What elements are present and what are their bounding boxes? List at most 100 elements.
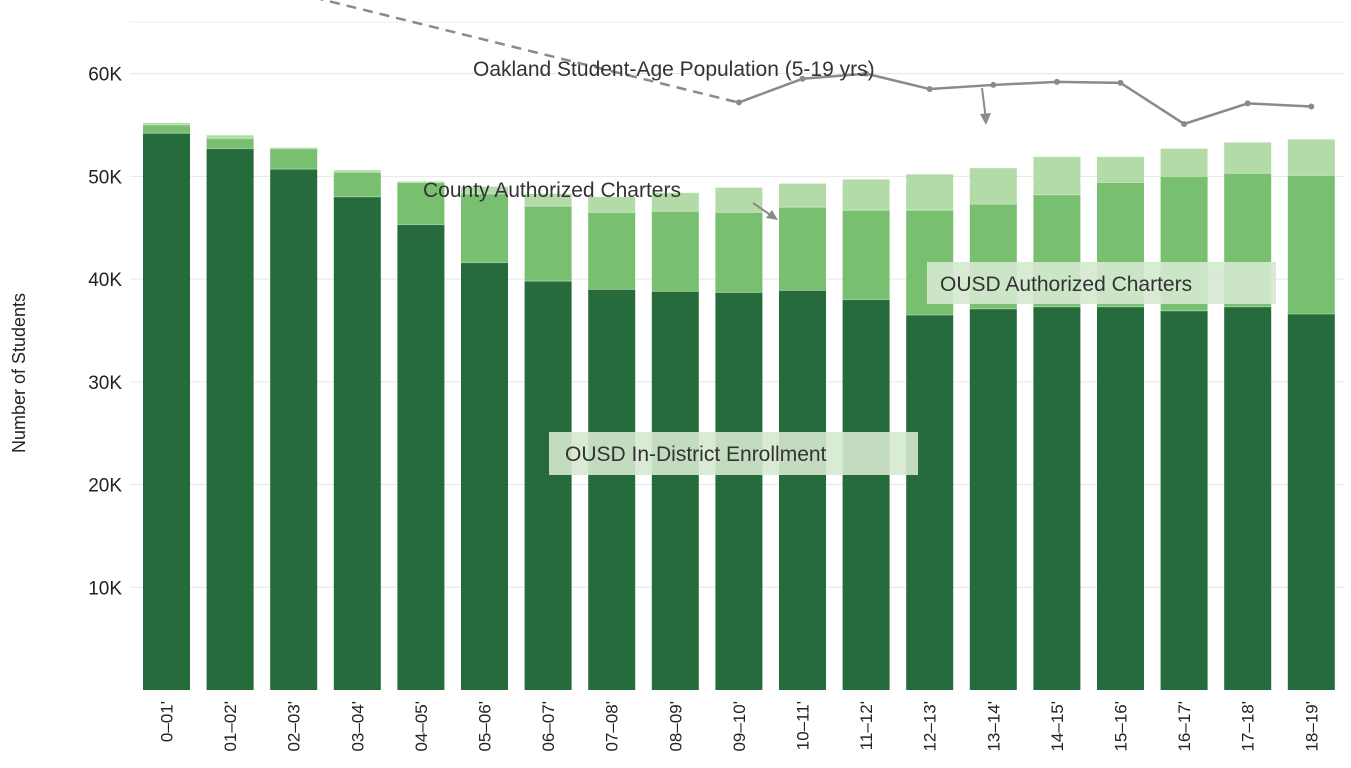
x-tick-label: 18–19' [1302, 701, 1321, 752]
x-tick-label: 10–11' [794, 701, 813, 750]
bar-segment [779, 207, 826, 291]
bar-segment [1033, 156, 1081, 195]
x-tick-label: 16–17' [1175, 701, 1194, 752]
bar-segment [143, 122, 190, 125]
population-point [926, 86, 933, 93]
x-tick-label: 0–01' [158, 701, 177, 742]
bar-segment [1097, 156, 1144, 183]
bar-segment [143, 133, 190, 690]
x-tick-labels: 0–01' 01–02' 02–03' 03–04' 04–05' 05–06' 06–07… [158, 701, 1322, 752]
x-tick-label: 08–09' [666, 701, 685, 752]
y-tick-label: 40K [88, 270, 122, 291]
population-annotation-text: Oakland Student-Age Population (5-19 yrs… [473, 58, 875, 81]
x-tick-label: 04–05' [412, 701, 431, 752]
ousd-charters-label-box [927, 262, 1276, 304]
bar-segment [206, 148, 254, 691]
x-tick-label: 12–13' [921, 701, 940, 752]
bar-segment [524, 193, 572, 207]
bar-segment [906, 315, 954, 690]
x-tick-label: 01–02' [221, 701, 240, 752]
ousd-charters-annotation-text: OUSD Authorized Charters [940, 273, 1192, 296]
x-tick-label: 09–10' [730, 701, 749, 752]
x-tick-label: 06–07' [539, 701, 558, 752]
bar-segment [1224, 142, 1272, 174]
bar-segment [461, 186, 508, 194]
bar-segment [842, 179, 890, 211]
bar-segment [779, 290, 826, 690]
population-line [318, 0, 1315, 127]
annotation-county: County Authorized Charters [423, 179, 778, 220]
stacked-bars [143, 122, 1335, 691]
bar-segment [906, 174, 954, 211]
county-arrowhead [766, 210, 778, 220]
population-point [1181, 120, 1188, 127]
population-solid-line [738, 72, 1312, 126]
population-arrowhead [980, 113, 991, 125]
x-tick-label: 14–15' [1048, 701, 1067, 752]
bar-segment [842, 210, 890, 300]
bar-segment [969, 168, 1017, 205]
population-point [735, 99, 742, 106]
annotation-in-district: OUSD In-District Enrollment [549, 432, 918, 475]
bar-segment [588, 212, 636, 290]
bar-segment [1224, 306, 1272, 690]
x-tick-label: 05–06' [476, 701, 495, 752]
y-tick-label: 30K [88, 373, 122, 394]
x-tick-label: 02–03' [285, 701, 304, 752]
bar-segment [588, 196, 636, 213]
bar-segment [270, 147, 318, 149]
population-point [990, 81, 997, 88]
bar-segment [333, 196, 381, 690]
x-tick-label: 07–08' [603, 701, 622, 752]
y-tick-label: 10K [88, 578, 122, 599]
y-tick-label: 20K [88, 476, 122, 497]
bar-segment [270, 169, 318, 690]
bar-segment [397, 182, 445, 225]
in-district-annotation-text: OUSD In-District Enrollment [565, 443, 827, 466]
bar-segment [1160, 310, 1208, 690]
bar-segment [206, 135, 254, 139]
bar-segment [1287, 139, 1335, 176]
bar-segment [715, 187, 763, 213]
bar-segment [1287, 314, 1335, 690]
x-tick-label: 15–16' [1112, 701, 1131, 752]
bar-segment [524, 281, 572, 690]
population-point [1053, 78, 1060, 85]
annotation-ousd-charters: OUSD Authorized Charters [927, 262, 1276, 304]
bar-segment [397, 181, 445, 183]
population-point [863, 70, 870, 77]
y-tick-label: 50K [88, 167, 122, 188]
bar-segment [461, 262, 508, 690]
bar-segment [333, 172, 381, 197]
population-dashed-segment [318, 0, 739, 104]
bar-segment [842, 299, 890, 690]
bar-segment [143, 125, 190, 134]
x-tick-label: 17–18' [1239, 701, 1258, 752]
bar-segment [969, 308, 1017, 690]
bar-segment [524, 206, 572, 282]
county-annotation-arrow [752, 202, 773, 217]
population-point [1117, 79, 1124, 86]
bar-segment [651, 291, 699, 690]
bar-segment [1287, 175, 1335, 315]
bar-segment [333, 170, 381, 173]
population-point [1244, 100, 1251, 107]
x-tick-label: 13–14' [984, 701, 1003, 752]
y-tick-label: 60K [88, 65, 122, 86]
population-point [799, 75, 806, 82]
bar-segment [588, 289, 636, 690]
bar-segment [715, 292, 763, 690]
bar-segment [270, 148, 318, 170]
bar-segment [651, 211, 699, 292]
bar-segment [397, 224, 445, 691]
bar-segment [651, 192, 699, 212]
bar-segment [779, 183, 826, 208]
county-annotation-text: County Authorized Charters [423, 179, 681, 202]
bar-segment [715, 212, 763, 293]
y-axis-label: Number of Students [9, 293, 29, 453]
bar-segment [461, 193, 508, 263]
x-tick-label: 03–04' [348, 701, 367, 752]
annotation-population: Oakland Student-Age Population (5-19 yrs… [473, 58, 991, 125]
bar-segment [1160, 148, 1208, 177]
